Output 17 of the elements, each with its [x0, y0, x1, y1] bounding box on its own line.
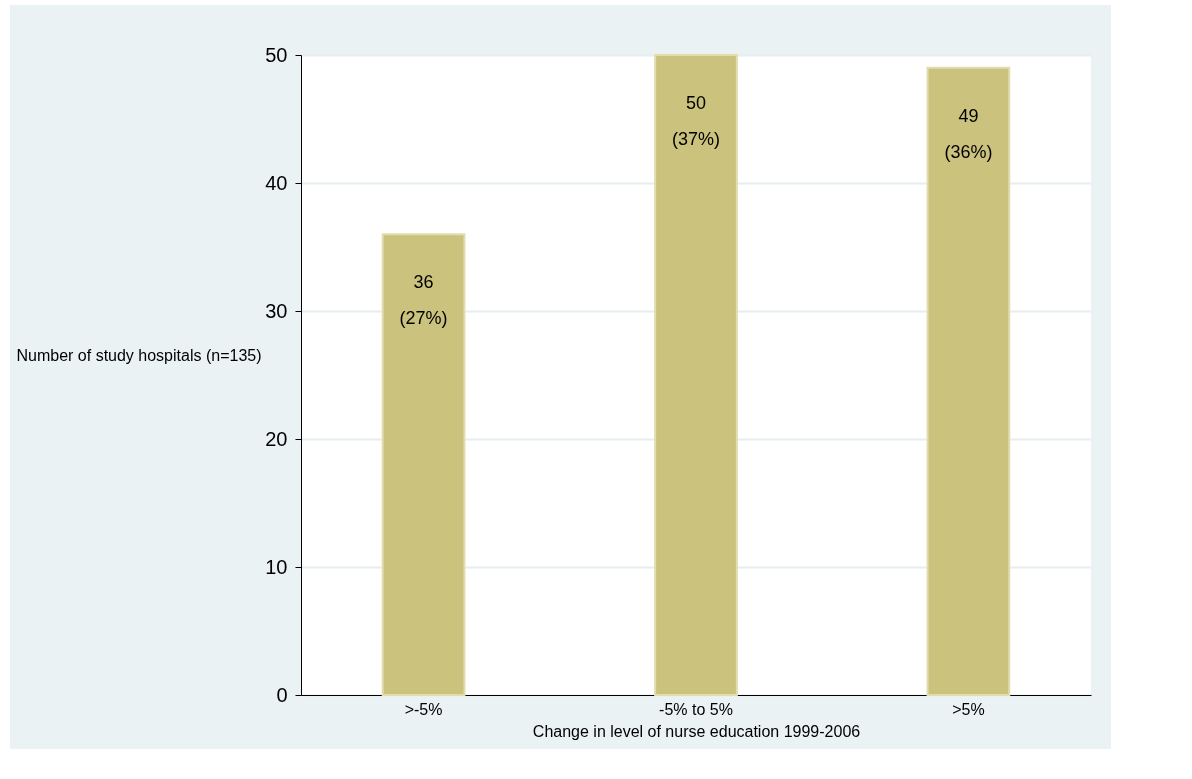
y-tick-label: 30: [265, 299, 288, 322]
data-label: 50 (37%): [671, 93, 721, 149]
x-tick-label: >-5%: [404, 700, 443, 718]
bar: [381, 233, 466, 696]
x-axis-title: Change in level of nurse education 1999-2006: [532, 722, 861, 740]
data-label: 36 (27%): [399, 272, 448, 329]
y-tick-label: 20: [265, 427, 288, 450]
bar: [654, 54, 738, 696]
y-tick-label: 0: [276, 683, 288, 706]
y-tick-label: 10: [265, 555, 288, 578]
data-label: 49 (36%): [944, 105, 993, 162]
y-axis-title: Number of study hospitals (n=135): [16, 346, 262, 364]
y-tick-label: 40: [265, 171, 288, 194]
x-tick-label: -5% to 5%: [659, 700, 733, 718]
x-tick-label: >5%: [952, 700, 985, 718]
bar: [926, 66, 1011, 696]
y-tick-label: 50: [265, 43, 288, 66]
